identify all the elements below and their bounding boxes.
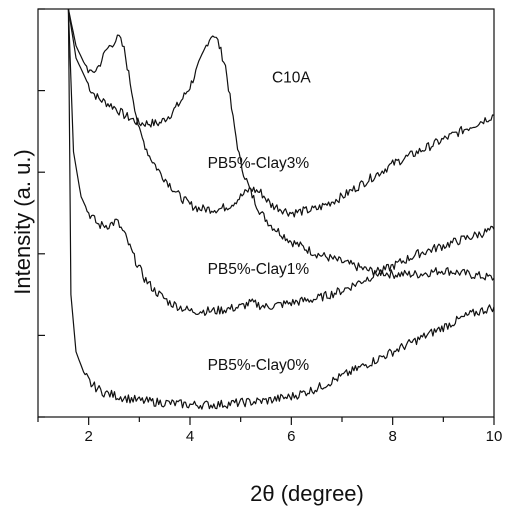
- x-tick-label: 8: [388, 428, 396, 445]
- series-label: PB5%-Clay1%: [208, 261, 310, 278]
- y-axis-title: Intensity (a. u.): [10, 149, 35, 295]
- series-label: C10A: [272, 69, 311, 86]
- x-tick-label: 10: [486, 428, 503, 445]
- series-labels: C10A PB5%-Clay3% PB5%-Clay1% PB5%-Clay0%: [208, 69, 312, 374]
- x-tick-label: 6: [287, 428, 295, 445]
- x-axis-tick-labels: 2 4 6 8 10: [84, 428, 502, 445]
- series-line: [67, 8, 495, 410]
- series-traces: [67, 8, 495, 410]
- x-tick-label: 4: [186, 428, 194, 445]
- plot-frame: [37, 8, 495, 418]
- series-line: [67, 8, 495, 281]
- series-line: [67, 8, 495, 316]
- x-axis-ticks: [37, 417, 495, 425]
- y-axis-ticks: [38, 8, 45, 418]
- x-axis-title: 2θ (degree): [250, 481, 364, 506]
- x-tick-label: 2: [84, 428, 92, 445]
- series-label: PB5%-Clay3%: [208, 155, 310, 172]
- series-label: PB5%-Clay0%: [208, 357, 310, 374]
- series-line: [67, 8, 495, 218]
